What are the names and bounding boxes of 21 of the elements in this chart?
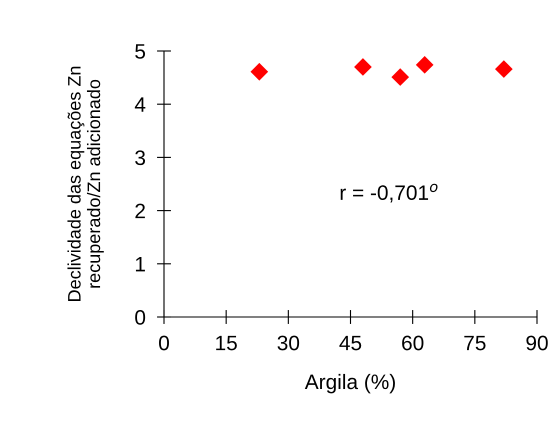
y-axis-title: Declividade das equações Zn recuperado/Zn adicionado [67,66,104,301]
y-tick-label: 2 [135,204,145,218]
x-tick-label: 30 [278,336,300,350]
y-tick-label: 3 [135,150,146,166]
annotation: r = -0,701$^{o}$ [340,184,438,203]
x-tick-label: 45 [339,336,362,350]
point [250,63,268,80]
y-tick-label: 4 [134,97,146,112]
x-axis-title: Argila (%) [304,374,395,394]
x-tick-label: 60 [402,336,424,350]
x-tick-label: 90 [526,336,548,350]
x-tick-label: 15 [216,336,237,350]
point [416,56,434,74]
point [354,58,372,76]
y-tick-label: 5 [135,44,146,59]
point [392,68,409,86]
y-tick-label: 1 [136,257,145,272]
point [495,60,512,78]
y-tick-label: 0 [135,310,146,325]
x-tick-label: 75 [464,336,486,350]
x-tick-label: 0 [159,336,169,350]
